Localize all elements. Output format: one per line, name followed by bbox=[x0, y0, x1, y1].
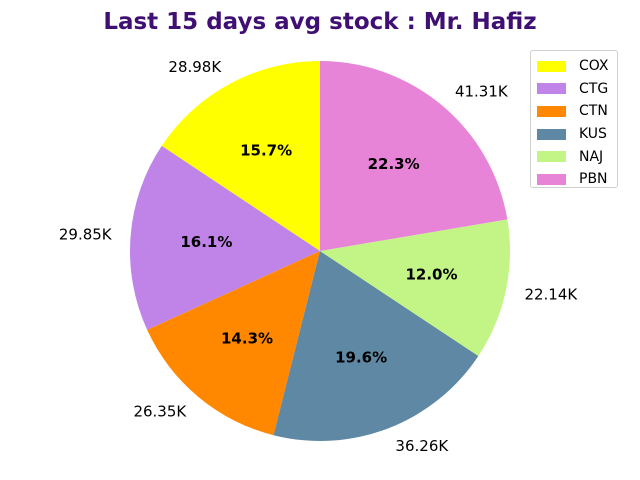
legend-swatch-pbn bbox=[537, 173, 566, 185]
pct-label-ctg: 16.1% bbox=[180, 233, 232, 251]
legend: COX CTG CTN KUS NAJ PBN bbox=[530, 50, 618, 188]
legend-item-cox: COX bbox=[537, 55, 617, 78]
pct-label-cox: 15.7% bbox=[240, 142, 292, 160]
legend-item-kus: KUS bbox=[537, 123, 617, 146]
pie-slice-ctn bbox=[147, 251, 320, 436]
legend-label-ctn: CTN bbox=[579, 103, 608, 120]
value-label-kus: 36.26K bbox=[395, 437, 449, 455]
value-label-pbn: 41.31K bbox=[455, 82, 509, 100]
legend-swatch-cox bbox=[537, 60, 566, 72]
legend-label-naj: NAJ bbox=[579, 148, 604, 165]
pct-label-naj: 12.0% bbox=[405, 266, 457, 284]
pie-slice-kus bbox=[273, 251, 479, 442]
legend-label-pbn: PBN bbox=[579, 171, 608, 188]
value-label-cox: 28.98K bbox=[168, 58, 222, 76]
legend-swatch-ctg bbox=[537, 83, 566, 95]
legend-swatch-ctn bbox=[537, 105, 566, 117]
legend-label-ctg: CTG bbox=[579, 80, 609, 97]
pie-slice-pbn bbox=[320, 61, 508, 251]
legend-swatch-kus bbox=[537, 128, 566, 140]
pie-slice-ctg bbox=[130, 145, 320, 330]
value-label-ctg: 29.85K bbox=[59, 226, 113, 244]
value-label-naj: 22.14K bbox=[524, 285, 578, 303]
legend-swatch-naj bbox=[537, 151, 566, 163]
legend-label-kus: KUS bbox=[579, 126, 607, 143]
legend-item-pbn: PBN bbox=[537, 168, 617, 191]
pie-slice-naj bbox=[320, 219, 510, 356]
legend-item-naj: NAJ bbox=[537, 145, 617, 168]
legend-label-cox: COX bbox=[579, 58, 609, 75]
pct-label-kus: 19.6% bbox=[335, 348, 387, 366]
chart-title: Last 15 days avg stock : Mr. Hafiz bbox=[103, 9, 537, 35]
legend-item-ctg: CTG bbox=[537, 78, 617, 101]
pct-label-ctn: 14.3% bbox=[221, 330, 273, 348]
legend-item-ctn: CTN bbox=[537, 100, 617, 123]
pie-slice-cox bbox=[161, 61, 320, 251]
value-label-ctn: 26.35K bbox=[133, 403, 187, 421]
pct-label-pbn: 22.3% bbox=[368, 155, 420, 173]
